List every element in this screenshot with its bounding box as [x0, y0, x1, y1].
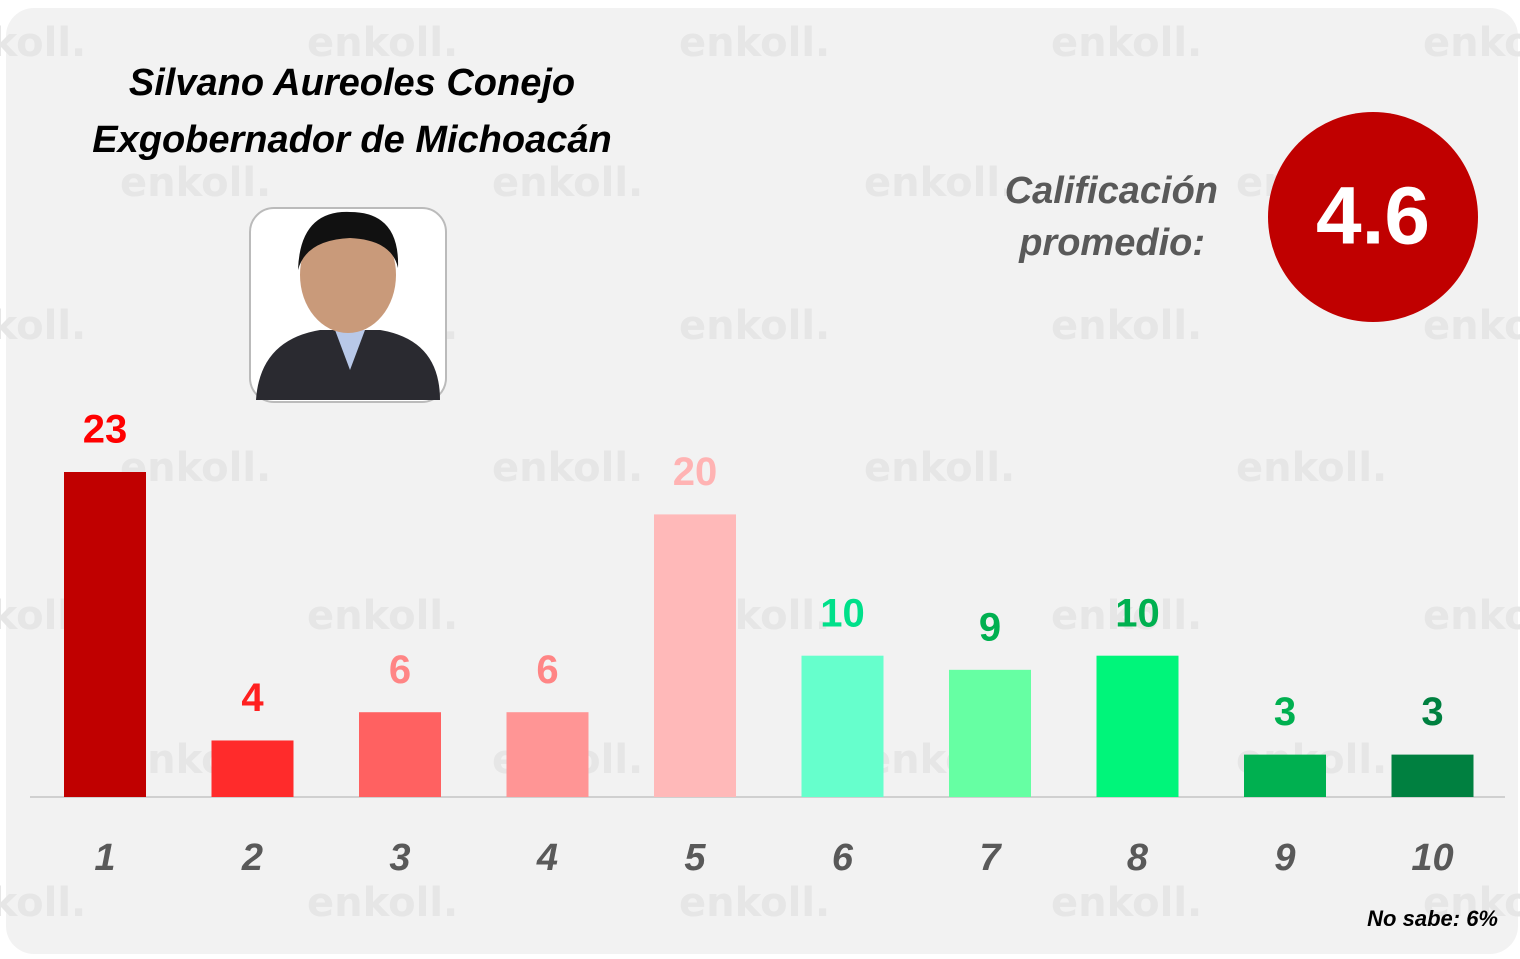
x-tick-label: 3: [389, 837, 410, 879]
watermark: enkoll.: [307, 20, 458, 66]
watermark: enkoll.: [864, 160, 1015, 206]
bar: [949, 670, 1031, 797]
value-label: 3: [1421, 690, 1443, 734]
value-label: 9: [979, 605, 1001, 649]
value-label: 23: [83, 408, 128, 452]
watermark: enkoll.: [120, 160, 271, 206]
watermark: enkoll.: [0, 303, 86, 349]
watermark: enkoll.: [679, 303, 830, 349]
x-tick-label: 8: [1127, 837, 1149, 879]
x-tick-label: 4: [536, 837, 558, 879]
watermark: enkoll.: [307, 593, 458, 639]
bar: [1392, 755, 1474, 797]
watermark: enkoll.: [492, 160, 643, 206]
bar: [1244, 755, 1326, 797]
watermark: enkoll.: [1236, 445, 1387, 491]
watermark: enkoll.: [307, 880, 458, 926]
bar: [1097, 656, 1179, 797]
value-label: 10: [820, 591, 865, 635]
bar: [802, 656, 884, 797]
watermark: enkoll.: [1423, 593, 1520, 639]
value-label: 20: [673, 450, 718, 494]
note: No sabe: 6%: [1367, 906, 1498, 931]
watermark: enkoll.: [1423, 303, 1520, 349]
value-label: 10: [1115, 591, 1160, 635]
watermark: enkoll.: [1051, 20, 1202, 66]
average-value: 4.6: [1316, 171, 1430, 262]
bar: [654, 514, 736, 797]
x-tick-label: 2: [241, 837, 263, 879]
watermark: enkoll.: [0, 880, 86, 926]
chart-subtitle: Exgobernador de Michoacán: [92, 119, 611, 161]
chart: enkoll. enkoll. enkoll. enkoll. enkoll. enkol…: [0, 0, 1520, 959]
bar: [507, 712, 589, 797]
watermark: enkoll.: [864, 445, 1015, 491]
x-tick-label: 7: [979, 837, 1002, 879]
watermark: enkoll.: [1423, 20, 1520, 66]
value-label: 6: [389, 648, 411, 692]
value-label: 6: [536, 648, 558, 692]
bar: [212, 740, 294, 797]
bar: [64, 472, 146, 797]
value-label: 4: [241, 676, 264, 720]
bar: [359, 712, 441, 797]
x-tick-label: 1: [94, 837, 115, 879]
watermark: enkoll.: [492, 445, 643, 491]
watermark: enkoll.: [679, 880, 830, 926]
x-tick-label: 9: [1274, 837, 1295, 879]
x-tick-label: 5: [684, 837, 706, 879]
x-tick-label: 6: [832, 837, 854, 879]
watermark: enkoll.: [679, 20, 830, 66]
portrait: [250, 208, 446, 402]
value-label: 3: [1274, 690, 1296, 734]
watermark: enkoll.: [1051, 303, 1202, 349]
x-tick-label: 10: [1411, 837, 1453, 879]
watermark: enkoll.: [1051, 880, 1202, 926]
watermark: enkoll.: [0, 20, 86, 66]
chart-title: Silvano Aureoles Conejo: [129, 62, 575, 104]
